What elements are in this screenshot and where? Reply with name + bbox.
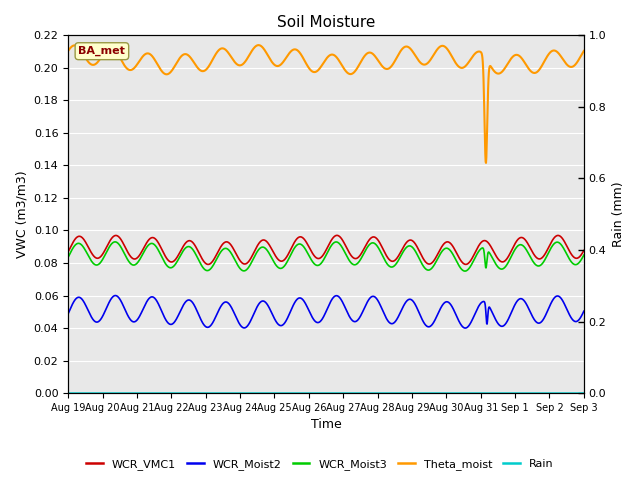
- Title: Soil Moisture: Soil Moisture: [277, 15, 375, 30]
- Text: BA_met: BA_met: [79, 46, 125, 56]
- Y-axis label: Rain (mm): Rain (mm): [612, 181, 625, 247]
- X-axis label: Time: Time: [310, 419, 341, 432]
- Y-axis label: VWC (m3/m3): VWC (m3/m3): [15, 170, 28, 258]
- Legend: WCR_VMC1, WCR_Moist2, WCR_Moist3, Theta_moist, Rain: WCR_VMC1, WCR_Moist2, WCR_Moist3, Theta_…: [82, 455, 558, 474]
